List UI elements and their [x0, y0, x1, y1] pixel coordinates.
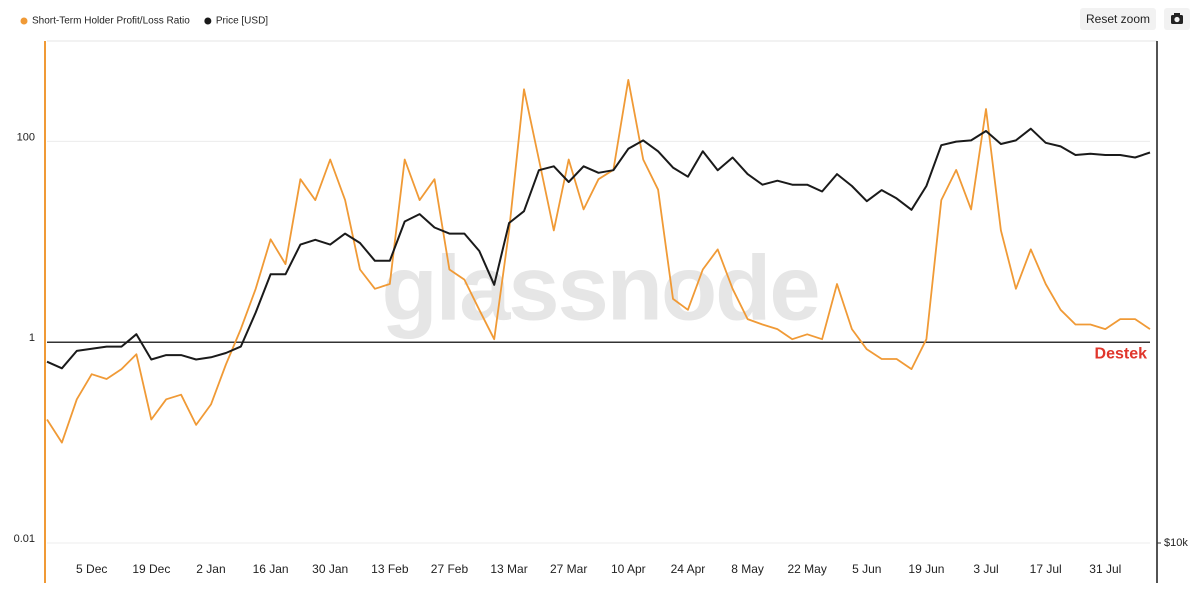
legend-marker — [204, 17, 212, 25]
x-tick-label: 19 Dec — [132, 562, 170, 576]
x-tick-label: 5 Dec — [76, 562, 107, 576]
legend-marker — [20, 17, 28, 25]
y-tick-label: 0.01 — [14, 533, 35, 545]
x-tick-label: 8 May — [731, 562, 764, 576]
legend-label: Short-Term Holder Profit/Loss Ratio — [32, 16, 190, 27]
y-tick-label: 1 — [29, 332, 35, 344]
x-tick-label: 17 Jul — [1030, 562, 1062, 576]
camera-icon — [1171, 13, 1183, 24]
legend-label: Price [USD] — [216, 16, 268, 27]
x-tick-label: 27 Mar — [550, 562, 587, 576]
x-tick-label: 5 Jun — [852, 562, 881, 576]
series-line — [46, 79, 1151, 444]
x-tick-label: 24 Apr — [671, 562, 706, 576]
watermark: glassnode — [381, 237, 818, 339]
x-tick-label: 30 Jan — [312, 562, 348, 576]
x-tick-label: 27 Feb — [431, 562, 469, 576]
y2-tick-label: $10k — [1164, 537, 1188, 549]
x-tick-label: 22 May — [787, 562, 826, 576]
series-line — [46, 127, 1151, 370]
x-tick-label: 13 Mar — [490, 562, 527, 576]
x-tick-label: 31 Jul — [1089, 562, 1121, 576]
y-tick-label: 100 — [17, 131, 35, 143]
camera-button[interactable] — [1164, 8, 1190, 30]
x-tick-label: 2 Jan — [196, 562, 225, 576]
x-tick-label: 16 Jan — [253, 562, 289, 576]
x-tick-label: 10 Apr — [611, 562, 646, 576]
x-tick-label: 19 Jun — [908, 562, 944, 576]
x-tick-label: 3 Jul — [973, 562, 998, 576]
reset-zoom-button[interactable]: Reset zoom — [1080, 8, 1156, 30]
x-tick-label: 13 Feb — [371, 562, 409, 576]
support-label: Destek — [1095, 345, 1148, 362]
